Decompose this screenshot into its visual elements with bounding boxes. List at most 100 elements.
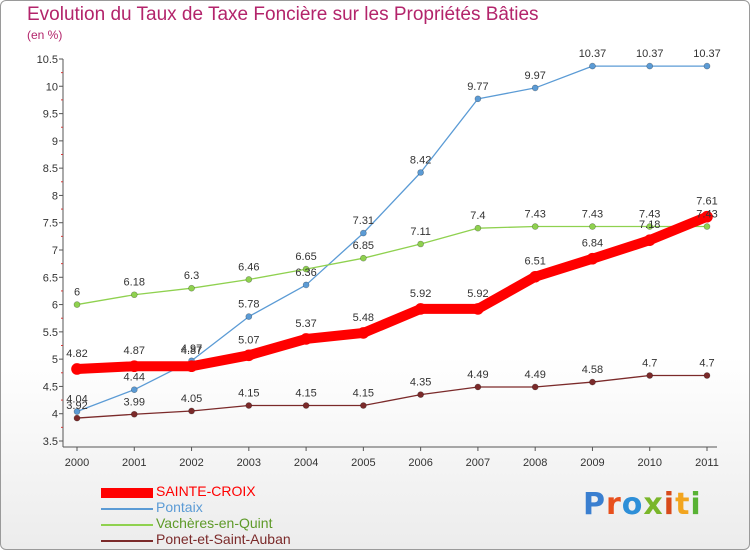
data-point [474, 224, 482, 232]
y-tick-label: 4 [52, 409, 58, 421]
data-label: 10.37 [693, 48, 721, 60]
logo-letter: t [675, 487, 691, 522]
data-point [531, 84, 539, 92]
x-tick-label: 2009 [580, 457, 604, 469]
data-label: 4.44 [124, 372, 145, 384]
data-point [586, 252, 599, 265]
data-label: 7.31 [353, 215, 374, 227]
data-label: 9.77 [467, 81, 488, 93]
logo-letter: P [583, 487, 606, 522]
data-point [360, 229, 367, 237]
x-tick-label: 2002 [179, 457, 203, 469]
x-tick-label: 2011 [695, 457, 719, 469]
data-point [417, 169, 424, 176]
data-label: 7.43 [524, 209, 545, 221]
data-point [589, 223, 596, 230]
data-label: 4.87 [181, 345, 202, 357]
legend-label: Pontaix [156, 499, 203, 515]
legend-label: Vachères-en-Quint [156, 515, 273, 531]
y-tick-label: 10.5 [37, 54, 58, 66]
data-point [646, 62, 654, 70]
data-point [245, 313, 253, 320]
data-label: 4.58 [582, 364, 603, 376]
chart-subtitle: (en %) [27, 28, 63, 42]
data-point [188, 407, 195, 415]
x-tick-label: 2006 [408, 457, 432, 469]
legend-swatch [101, 508, 153, 510]
data-point [300, 333, 312, 345]
y-tick-label: 9 [52, 136, 58, 148]
data-label: 10.37 [636, 48, 664, 60]
series-line [76, 225, 708, 306]
data-point [472, 303, 484, 315]
data-point [357, 327, 370, 339]
data-label: 6.85 [353, 240, 374, 252]
y-tick-label: 9.5 [43, 109, 58, 121]
x-tick-label: 2005 [351, 457, 375, 469]
data-label: 6.46 [238, 261, 259, 273]
data-label: 4.49 [467, 369, 488, 381]
data-point [245, 402, 253, 409]
data-point [302, 402, 310, 409]
logo-letter: x [643, 487, 664, 522]
legend-swatch [101, 488, 153, 498]
data-label: 4.49 [524, 369, 545, 381]
logo-letter: i [690, 487, 702, 522]
data-label: 4.7 [699, 358, 714, 370]
data-point [185, 360, 198, 373]
data-label: 3.92 [66, 400, 87, 412]
data-label: 4.97 [181, 343, 202, 355]
x-tick-label: 2003 [237, 457, 261, 469]
data-label: 4.15 [295, 388, 316, 400]
y-tick-label: 8 [52, 190, 58, 202]
data-point [701, 210, 713, 223]
data-point [188, 284, 195, 292]
data-point [414, 303, 427, 315]
data-point [360, 402, 367, 409]
data-point [703, 223, 711, 230]
data-label: 10.37 [579, 48, 607, 60]
data-label: 6.84 [582, 238, 603, 250]
y-tick-label: 10 [46, 81, 58, 93]
x-tick-label: 2004 [294, 457, 318, 469]
x-tick-label: 2008 [523, 457, 547, 469]
x-tick-label: 2000 [65, 457, 89, 469]
data-point [474, 95, 482, 103]
legend-label: Ponet-et-Saint-Auban [156, 531, 291, 547]
data-label: 9.97 [524, 70, 545, 82]
proxiti-logo: Proxiti [583, 487, 702, 522]
data-label: 4.04 [66, 394, 87, 406]
data-label: 5.78 [238, 299, 259, 311]
x-tick-label: 2001 [122, 457, 146, 469]
y-tick-label: 7.5 [43, 218, 58, 230]
data-label: 7.43 [696, 209, 717, 221]
data-label: 4.05 [181, 393, 202, 405]
data-point [130, 386, 138, 394]
logo-letter: i [663, 487, 676, 522]
data-point [589, 378, 596, 386]
data-point [531, 383, 539, 391]
data-point [73, 414, 81, 422]
x-tick-label: 2007 [466, 457, 490, 469]
data-label: 6.51 [524, 256, 545, 268]
x-tick-label: 2010 [637, 457, 661, 469]
data-point [302, 281, 310, 289]
y-tick-label: 5.5 [43, 327, 58, 339]
data-point [417, 391, 424, 398]
data-point [589, 62, 596, 70]
legend-swatch [101, 524, 153, 526]
data-point [73, 301, 81, 308]
data-label: 4.87 [124, 345, 145, 357]
y-tick-label: 3.5 [43, 436, 58, 448]
data-point [703, 372, 711, 379]
data-point [529, 270, 541, 283]
data-point [73, 408, 81, 415]
y-tick-label: 6 [52, 300, 58, 312]
series-line [72, 211, 712, 374]
data-point [703, 62, 711, 70]
data-point [302, 265, 310, 273]
data-label: 6.18 [124, 277, 145, 289]
data-label: 7.43 [582, 209, 603, 221]
data-point [360, 254, 367, 262]
